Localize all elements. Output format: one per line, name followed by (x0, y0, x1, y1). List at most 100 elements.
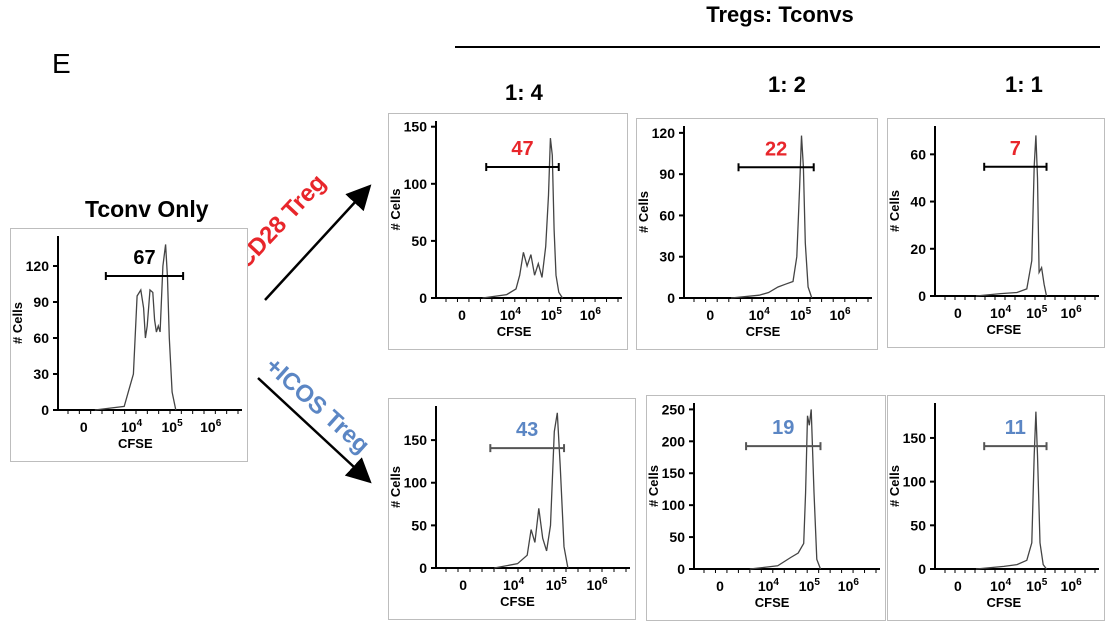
x-tick-label: 104 (749, 306, 771, 323)
y-tick-label: 60 (659, 207, 675, 223)
y-tick-label: 50 (910, 517, 926, 533)
x-tick-label: 0 (954, 578, 962, 594)
histogram-icos-1-2: 0 50 100 150 200 250 0 104 105 106 CFSE # Cells 19 (646, 395, 886, 621)
y-tick-label: 100 (404, 176, 428, 192)
x-tick-label: 104 (121, 418, 143, 435)
x-axis-label: CFSE (755, 595, 790, 610)
gate-value-label: 7 (1010, 138, 1021, 160)
panel-frame (10, 228, 248, 462)
histogram-trace (975, 135, 1048, 297)
y-tick-label: 20 (910, 241, 926, 257)
x-tick-label: 106 (1061, 577, 1083, 594)
histogram-cd28-1-4: 0 50 100 150 0 104 105 106 CFSE # Cells 47 (388, 113, 628, 350)
histogram-trace (730, 135, 813, 299)
y-tick-label: 150 (662, 465, 686, 481)
x-tick-label: 106 (580, 306, 602, 323)
y-tick-label: 100 (662, 497, 686, 513)
x-tick-label: 0 (716, 578, 724, 594)
x-tick-label: 105 (162, 418, 184, 435)
panel-frame (887, 118, 1105, 348)
y-tick-label: 0 (41, 402, 49, 418)
histogram-trace (749, 409, 822, 570)
x-tick-label: 105 (541, 306, 563, 323)
y-tick-label: 150 (404, 432, 428, 448)
y-tick-label: 50 (669, 529, 685, 545)
panel-frame (636, 118, 878, 350)
x-axis-label: CFSE (987, 595, 1022, 610)
header-rule (455, 46, 1100, 48)
x-tick-label: 0 (706, 307, 714, 323)
x-tick-label: 104 (990, 577, 1012, 594)
y-tick-label: 30 (33, 366, 49, 382)
x-axis-label: CFSE (746, 324, 781, 339)
y-tick-label: 90 (33, 294, 49, 310)
y-tick-label: 50 (411, 517, 427, 533)
histogram-trace (975, 411, 1048, 570)
gate-value-label: 43 (516, 419, 538, 441)
x-tick-label: 106 (1061, 304, 1083, 321)
panel-frame (646, 395, 886, 621)
histogram-tconv-only: 0 30 60 90 120 0 104 105 106 CFSE # Cells 67 (10, 228, 248, 462)
histogram-cd28-1-2: 0 30 60 90 120 0 104 105 106 CFSE # Cells 22 (636, 118, 878, 350)
x-tick-label: 106 (829, 306, 851, 323)
panel-frame (388, 113, 628, 350)
x-axis-label: CFSE (497, 324, 532, 339)
y-axis-label: # Cells (10, 302, 25, 344)
y-tick-label: 200 (662, 433, 686, 449)
y-axis-label: # Cells (388, 189, 403, 231)
panel-frame (388, 398, 636, 620)
x-tick-label: 0 (80, 419, 88, 435)
x-tick-label: 106 (586, 576, 608, 593)
y-tick-label: 40 (910, 194, 926, 210)
histogram-icos-1-4: 0 50 100 150 0 104 105 106 CFSE # Cells 43 (388, 398, 636, 620)
x-tick-label: 105 (1026, 304, 1048, 321)
histogram-icos-1-1: 0 50 100 150 0 104 105 106 CFSE # Cells 11 (887, 395, 1105, 621)
histogram-cd28-1-1: 0 20 40 60 0 104 105 106 CFSE # Cells 7 (887, 118, 1105, 348)
ratio-label-1-1: 1: 1 (1005, 72, 1043, 97)
x-tick-label: 104 (500, 306, 522, 323)
y-tick-label: 90 (659, 166, 675, 182)
y-tick-label: 120 (26, 258, 50, 274)
x-tick-label: 106 (838, 577, 860, 594)
gate-value-label: 67 (133, 247, 155, 269)
histogram-trace (94, 244, 177, 411)
y-tick-label: 60 (910, 146, 926, 162)
header-title: Tregs: Tconvs (706, 2, 854, 27)
y-tick-label: 0 (667, 290, 675, 306)
y-axis-label: # Cells (887, 465, 902, 507)
x-tick-label: 0 (458, 307, 466, 323)
x-tick-label: 104 (758, 577, 780, 594)
x-tick-label: 105 (546, 576, 568, 593)
y-tick-label: 120 (652, 125, 676, 141)
tconv-only-title: Tconv Only (85, 196, 209, 222)
x-tick-label: 105 (799, 577, 821, 594)
gate-value-label: 47 (511, 138, 533, 160)
x-axis-label: CFSE (118, 436, 153, 451)
y-tick-label: 250 (662, 401, 686, 417)
y-tick-label: 50 (411, 233, 427, 249)
y-tick-label: 60 (33, 330, 49, 346)
y-axis-label: # Cells (646, 465, 661, 507)
x-tick-label: 105 (790, 306, 812, 323)
y-axis-label: # Cells (887, 190, 902, 232)
y-tick-label: 0 (677, 561, 685, 577)
gate-value-label: 11 (1005, 417, 1026, 439)
y-tick-label: 150 (404, 119, 428, 135)
panel-frame (887, 395, 1105, 621)
x-axis-label: CFSE (500, 594, 535, 609)
y-axis-label: # Cells (388, 466, 403, 508)
y-tick-label: 100 (404, 475, 428, 491)
panel-letter: E (52, 48, 71, 79)
x-tick-label: 0 (954, 305, 962, 321)
histogram-trace (494, 412, 569, 569)
x-axis-label: CFSE (987, 322, 1022, 337)
y-tick-label: 0 (419, 290, 427, 306)
arrow-icos (257, 377, 372, 484)
y-tick-label: 100 (903, 474, 927, 490)
x-tick-label: 104 (503, 576, 525, 593)
x-tick-label: 0 (459, 577, 467, 593)
gate-value-label: 22 (765, 138, 787, 160)
y-tick-label: 150 (903, 430, 927, 446)
x-tick-label: 106 (200, 418, 222, 435)
